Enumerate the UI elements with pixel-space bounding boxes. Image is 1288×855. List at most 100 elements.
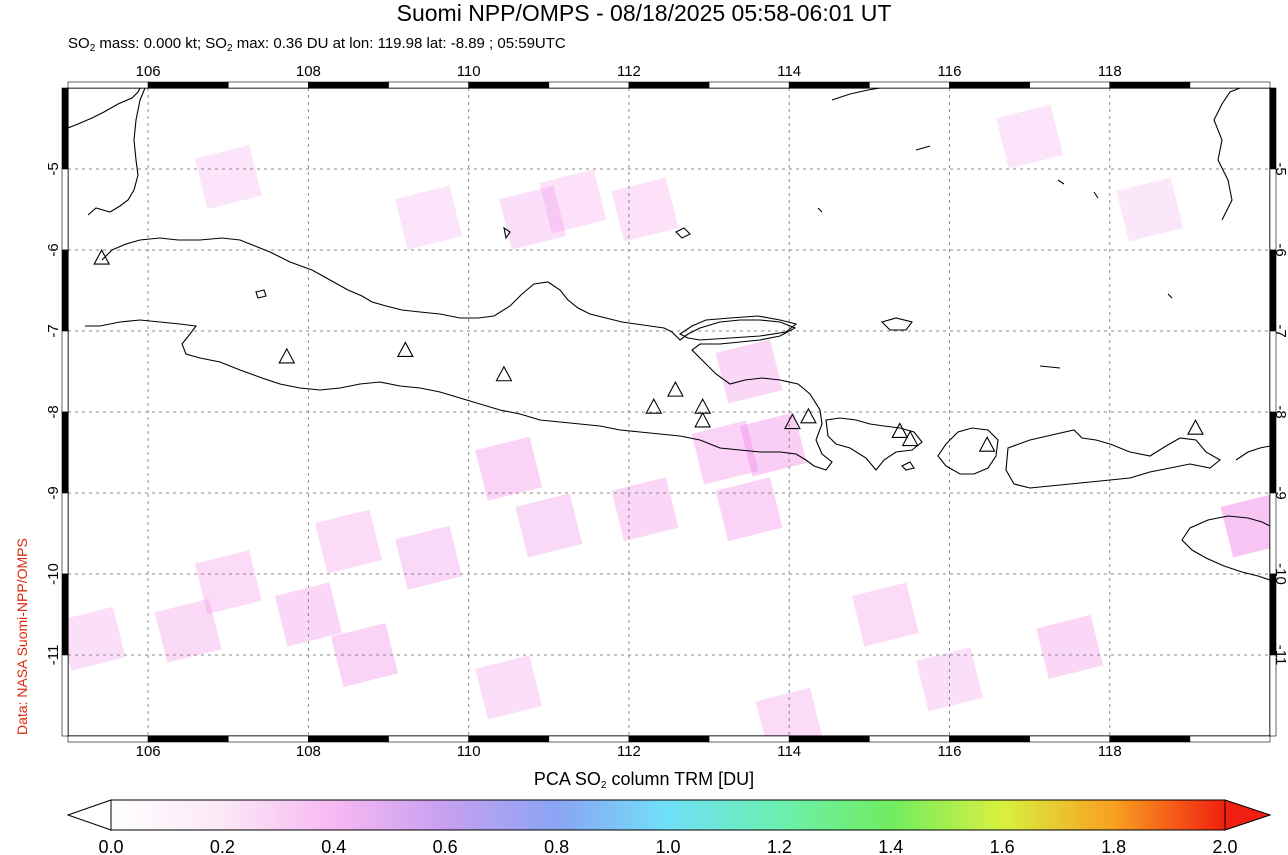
volcano-markers	[93, 248, 1204, 452]
so2-pixel	[515, 493, 583, 558]
volcano-icon	[1187, 419, 1204, 435]
border-bar-top	[949, 81, 1030, 89]
so2-pixel	[395, 185, 463, 250]
border-bar-bottom	[708, 735, 790, 743]
border-bar-bottom	[1189, 735, 1271, 743]
lon-tick-label-bottom: 116	[938, 743, 962, 760]
border-bar-left	[61, 492, 69, 575]
java-coast	[85, 237, 833, 471]
so2-pixel	[154, 598, 222, 663]
border-bar-right	[1269, 573, 1277, 656]
sumatra-coast	[68, 88, 141, 129]
colorbar-tick-label: 1.4	[878, 837, 903, 855]
so2-pixel-layer	[68, 104, 1270, 736]
borneo-coast	[831, 88, 881, 101]
border-bar-bottom	[468, 735, 550, 743]
border-bar-bottom	[227, 735, 309, 743]
colorbar-tick-label: 1.6	[990, 837, 1015, 855]
page-title: Suomi NPP/OMPS - 08/18/2025 05:58-06:01 …	[396, 0, 892, 26]
volcano-icon	[800, 407, 817, 424]
lon-tick-label-bottom: 108	[296, 743, 321, 760]
border-bar-left	[61, 87, 69, 170]
border-bar-top	[227, 81, 309, 89]
axis-tick-labels: 106 106 108 108 110 110 112 112 114 114 116 116 118 1…	[45, 63, 1288, 760]
lat-tick-label-left: -5	[45, 162, 62, 175]
bali-coast	[825, 417, 923, 471]
volcano-icon	[694, 411, 712, 428]
lat-tick-label-right: -7	[1272, 324, 1288, 337]
coastlines	[68, 88, 1270, 581]
sumatra-south-coast	[87, 88, 146, 216]
subtitle-mid: mass: 0.000 kt; SO	[95, 35, 227, 52]
colorbar-tick-label: 0.2	[210, 837, 235, 855]
so2-pixel	[715, 339, 783, 404]
lon-tick-label-top: 110	[457, 63, 481, 80]
lon-tick-label-bottom: 106	[136, 743, 161, 760]
sumba-coast	[1181, 515, 1270, 581]
nusa-penida	[901, 461, 915, 471]
border-bar-left	[61, 573, 69, 656]
graticule	[68, 88, 1270, 736]
lon-tick-label-top: 118	[1098, 63, 1122, 80]
border-bar-top	[308, 81, 389, 89]
so2-pixel	[691, 420, 759, 485]
border-bar-bottom	[788, 735, 870, 743]
border-bar-bottom	[628, 735, 710, 743]
border-bar-top	[468, 81, 550, 89]
lat-tick-label-right: -5	[1272, 162, 1288, 175]
volcano-icon	[396, 341, 414, 357]
border-bar-bottom	[1029, 735, 1111, 743]
so2-pixel	[851, 582, 919, 647]
border-bar-top	[388, 81, 469, 89]
lombok-coast	[937, 427, 999, 475]
colorbar-high-arrow	[1224, 799, 1272, 831]
map-border-bars	[61, 81, 1277, 743]
colorbar-tick-label: 0.4	[321, 837, 346, 855]
so2-pixel	[539, 169, 607, 234]
border-bar-left	[61, 168, 69, 251]
border-bar-top	[1189, 81, 1271, 89]
border-bar-left	[61, 411, 69, 494]
border-bar-right	[1269, 492, 1277, 575]
border-bar-right	[1269, 168, 1277, 251]
border-bar-top	[628, 81, 710, 89]
so2-pixel	[916, 647, 983, 712]
lon-tick-label-bottom: 112	[617, 743, 641, 760]
colorbar-tick-label: 0.8	[544, 837, 569, 855]
border-bar-left	[61, 330, 69, 413]
subtitle-rest: max: 0.36 DU at lon: 119.98 lat: -8.89 ;…	[232, 35, 566, 52]
lon-tick-label-bottom: 114	[777, 743, 801, 760]
lon-tick-label-bottom: 118	[1098, 743, 1122, 760]
border-bar-right	[1269, 654, 1277, 737]
border-bar-bottom	[67, 735, 149, 743]
colorbar-tick-label: 1.8	[1101, 837, 1126, 855]
lon-tick-label-top: 116	[938, 63, 962, 80]
volcano-icon	[978, 436, 996, 452]
bawean-island	[675, 227, 691, 239]
lat-tick-label-left: -10	[45, 563, 62, 585]
border-bar-bottom	[949, 735, 1030, 743]
border-bar-right	[1269, 87, 1277, 170]
colorbar-tick-label: 2.0	[1212, 837, 1237, 855]
volcano-icon	[495, 365, 513, 382]
subtitle-prefix: SO	[68, 35, 90, 52]
so2-pixel	[499, 185, 567, 250]
border-bar-bottom	[308, 735, 389, 743]
border-bar-left	[61, 249, 69, 332]
lat-tick-label-right: -10	[1272, 563, 1288, 585]
border-bar-bottom	[869, 735, 950, 743]
so2-pixel	[475, 655, 543, 720]
lat-tick-label-left: -6	[45, 243, 62, 256]
colorbar-tick-label: 0.0	[98, 837, 123, 855]
so2-summary: SO2 mass: 0.000 kt; SO2 max: 0.36 DU at …	[68, 35, 566, 58]
subtitle-subscript-2: 2	[226, 43, 233, 54]
volcano-icon	[645, 397, 663, 414]
so2-pixel	[1220, 493, 1270, 558]
border-bar-bottom	[548, 735, 630, 743]
volcano-icon	[891, 422, 909, 438]
lon-tick-label-top: 108	[296, 63, 321, 80]
sulawesi-coast	[1213, 88, 1241, 221]
border-bar-top	[548, 81, 630, 89]
so2-pixel	[715, 477, 783, 542]
